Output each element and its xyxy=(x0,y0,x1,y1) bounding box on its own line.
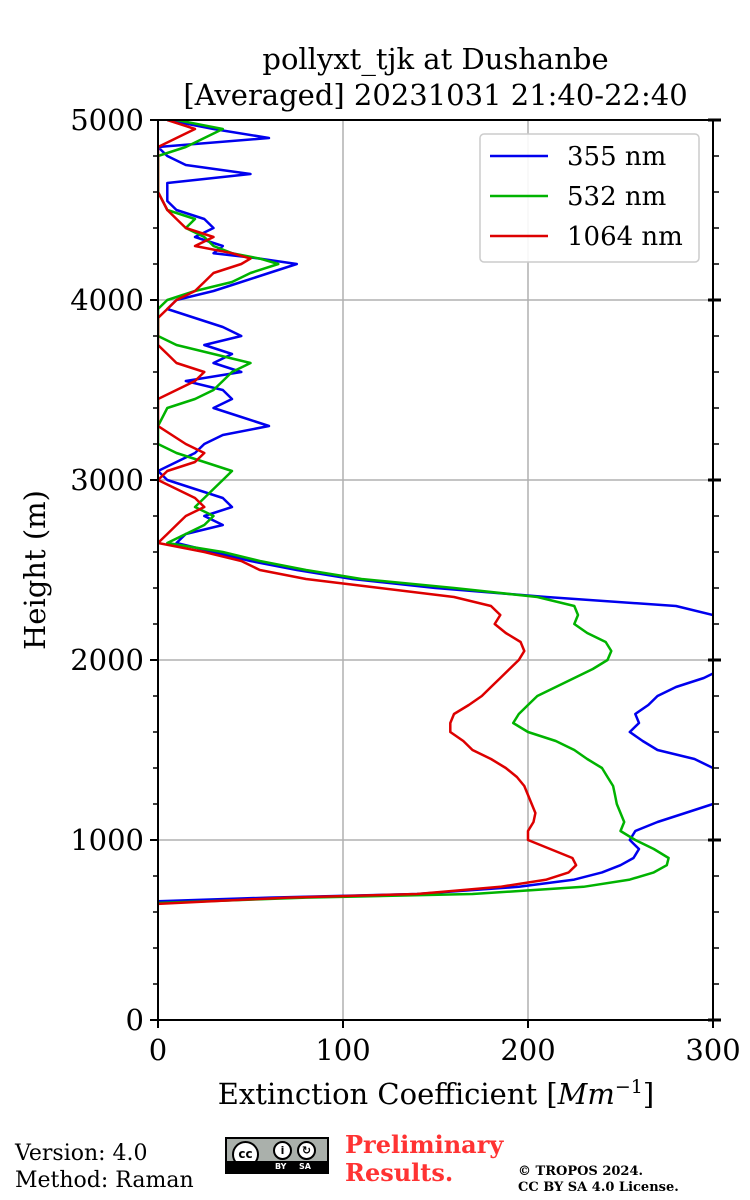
chart-title-line1: pollyxt_tjk at Dushanbe xyxy=(262,42,609,76)
series-line-355-nm xyxy=(158,120,713,903)
plot-frame xyxy=(157,119,714,1021)
x-tick-label: 200 xyxy=(500,1033,555,1067)
series-line-532-nm xyxy=(158,120,670,905)
legend-label: 355 nm xyxy=(567,142,666,172)
version-label: Version: 4.0 xyxy=(15,1141,148,1166)
cc-license-badge: cc i ↻ BY SA xyxy=(225,1137,329,1174)
sa-label: SA xyxy=(299,1162,311,1171)
by-person-icon: i xyxy=(273,1141,292,1160)
y-tick-label: 3000 xyxy=(70,463,144,497)
y-tick-label: 0 xyxy=(126,1003,144,1037)
y-tick-label: 1000 xyxy=(70,823,144,857)
y-axis-label: Height (m) xyxy=(18,490,52,650)
series-line-1064-nm xyxy=(158,120,578,906)
by-label: BY xyxy=(275,1162,287,1171)
x-tick-label: 300 xyxy=(685,1033,740,1067)
legend-box xyxy=(479,133,700,263)
y-tick-label: 5000 xyxy=(70,103,144,137)
preliminary-results-notice: Preliminary Results. xyxy=(345,1130,504,1187)
y-tick-label: 2000 xyxy=(70,643,144,677)
series-lines xyxy=(158,120,713,906)
grid xyxy=(158,120,713,1020)
legend-label: 532 nm xyxy=(567,182,666,212)
x-tick-label: 100 xyxy=(315,1033,370,1067)
sa-share-alike-icon: ↻ xyxy=(297,1141,316,1160)
copyright-notice: © TROPOS 2024. CC BY SA 4.0 License. xyxy=(518,1164,679,1195)
x-tick-label: 0 xyxy=(149,1033,167,1067)
x-axis-label: Extinction Coefficient [Mm−1] xyxy=(218,1076,654,1111)
y-tick-label: 4000 xyxy=(70,283,144,317)
chart-title-line2: [Averaged] 20231031 21:40-22:40 xyxy=(183,78,688,112)
method-label: Method: Raman xyxy=(15,1168,194,1193)
legend-label: 1064 nm xyxy=(567,222,683,252)
legend: 355 nm 532 nm 1064 nm xyxy=(479,133,700,263)
